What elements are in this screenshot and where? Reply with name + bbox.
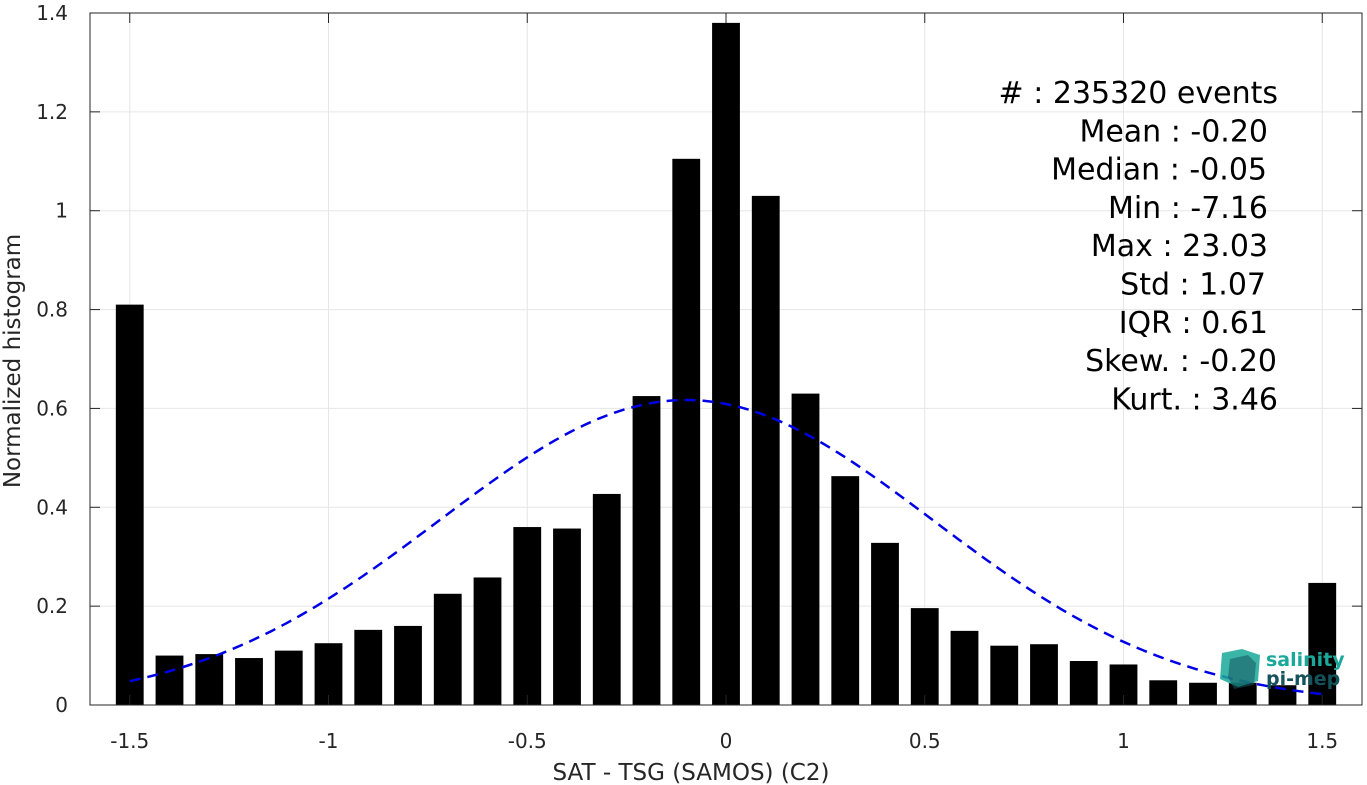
histogram-bar [473, 577, 502, 705]
histogram-bar [910, 608, 939, 705]
stat-line: Skew. : -0.20 [1085, 344, 1277, 379]
x-tick-label: 1 [1117, 729, 1130, 753]
y-tick-label: 1.2 [36, 100, 68, 124]
histogram-bar [314, 643, 343, 705]
histogram-bar [1189, 682, 1217, 705]
y-tick-label: 0.2 [36, 594, 68, 618]
histogram-bar [1308, 582, 1337, 705]
histogram-bar [354, 629, 383, 705]
histogram-bar [1149, 680, 1178, 705]
histogram-bar [672, 158, 701, 706]
histogram-bar [712, 22, 740, 705]
histogram-bar [1268, 685, 1297, 705]
stat-line: Min : -7.16 [1108, 191, 1268, 226]
histogram-bar [155, 655, 184, 705]
x-axis-label: SAT - TSG (SAMOS) (C2) [553, 760, 830, 785]
y-tick-label: 0.6 [36, 396, 68, 420]
histogram-bar [831, 476, 860, 705]
stat-line: IQR : 0.61 [1119, 306, 1268, 341]
histogram-bar [433, 593, 462, 705]
logo-mark-icon [1220, 649, 1260, 689]
histogram-bar [274, 650, 303, 705]
gaussian-fit-curve [129, 398, 1323, 696]
stat-line: Kurt. : 3.46 [1111, 382, 1278, 417]
histogram-bar [513, 527, 542, 705]
y-tick-label: 1.4 [36, 1, 68, 25]
y-tick-label: 0 [55, 693, 68, 717]
stat-line: Mean : -0.20 [1079, 114, 1268, 149]
histogram-bar [950, 630, 979, 705]
logo-text-line1: salinity [1266, 649, 1345, 671]
stat-line: Std : 1.07 [1120, 268, 1266, 303]
stat-line: Median : -0.05 [1051, 153, 1267, 188]
x-tick-label: -1.5 [110, 729, 149, 753]
y-tick-label: 0.8 [36, 298, 68, 322]
logo-text-line2: pi-mep [1266, 668, 1340, 690]
x-tick-label: 0 [720, 729, 733, 753]
x-tick-label: -0.5 [508, 729, 547, 753]
histogram-bar [553, 528, 581, 705]
x-tick-label: -1 [319, 729, 339, 753]
histogram-bar [592, 493, 621, 705]
ticks-layer: -1.5 -1 -0.5 0 0.5 1 1.5 0 0.2 0.4 0.6 0.8 1 1.2 1.4 [36, 1, 1362, 753]
histogram-bar [632, 396, 661, 705]
histogram-bar [871, 542, 899, 705]
stat-line: # : 235320 events [999, 76, 1278, 111]
y-tick-label: 1 [55, 199, 68, 223]
histogram-bar [751, 195, 780, 705]
histogram-bar [115, 304, 144, 705]
salinity-pimep-logo: salinity pi-mep [1220, 649, 1345, 690]
y-tick-label: 0.4 [36, 495, 68, 519]
histogram-bar [1030, 644, 1058, 705]
histogram-bar [990, 645, 1019, 705]
stat-line: Max : 23.03 [1091, 229, 1268, 264]
y-axis-label: Normalized histogram [0, 234, 26, 488]
histogram-bar [235, 658, 263, 705]
histogram-bar [791, 393, 820, 705]
x-tick-label: 1.5 [1306, 729, 1338, 753]
histogram-bar [394, 625, 422, 705]
x-tick-label: 0.5 [909, 729, 941, 753]
histogram-bar [1069, 661, 1098, 705]
bars-layer [115, 22, 1337, 706]
